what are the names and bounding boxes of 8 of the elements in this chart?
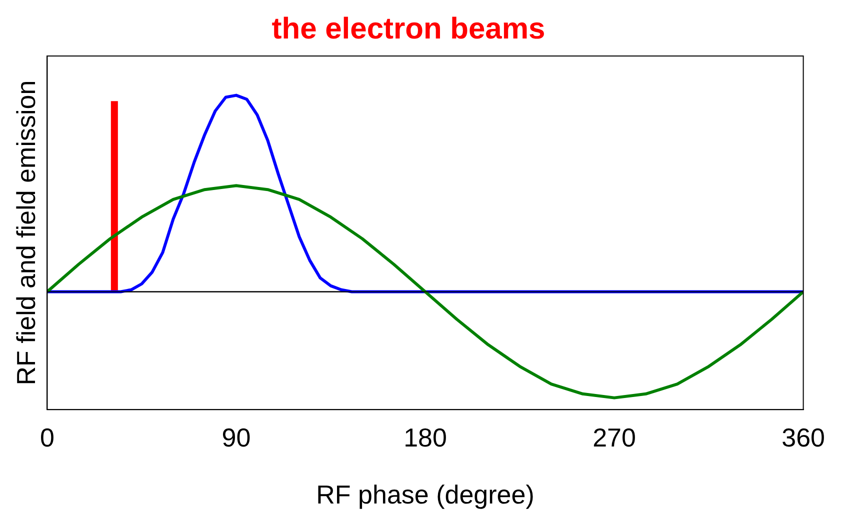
- x-tick-label: 0: [40, 422, 54, 452]
- x-tick-label: 270: [592, 422, 636, 452]
- x-tick-label: 360: [782, 422, 826, 452]
- chart-title: the electron beams: [272, 12, 546, 46]
- y-axis-title: RF field and field emission: [10, 80, 41, 386]
- x-axis-title: RF phase (degree): [316, 480, 534, 510]
- x-tick-label: 180: [404, 422, 447, 452]
- x-tick-label: 90: [222, 422, 251, 452]
